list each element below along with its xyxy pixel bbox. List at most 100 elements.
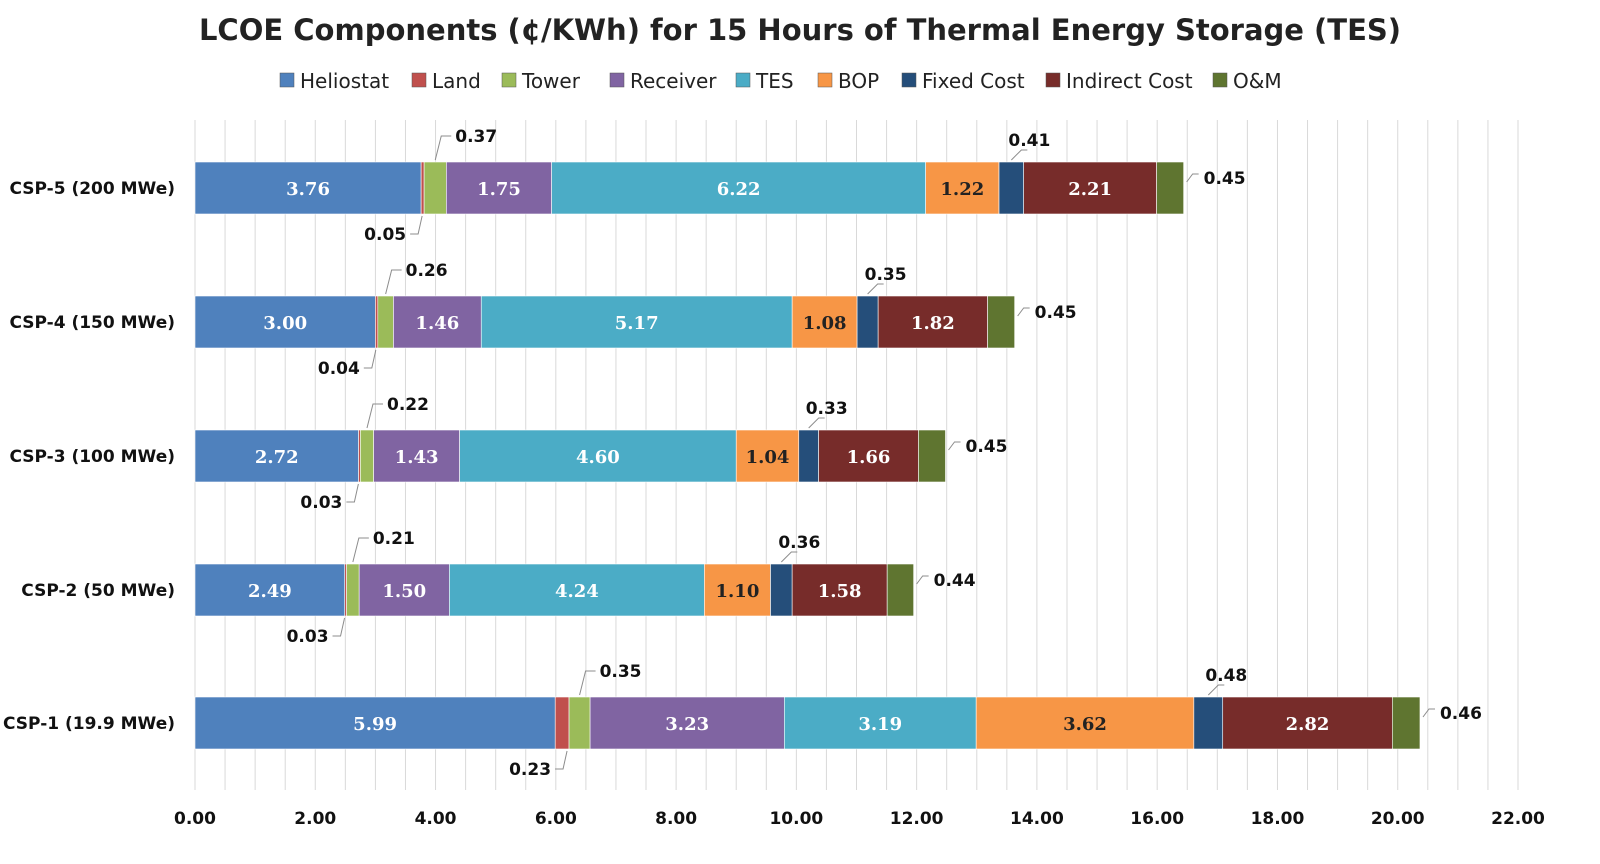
- leader-line: [385, 269, 402, 295]
- legend-swatch-fixed-cost: [901, 72, 917, 88]
- data-label-fixed-cost: 0.41: [1008, 131, 1050, 151]
- bar-segment-receiver: [446, 161, 552, 215]
- bar-segment-tower: [346, 563, 360, 617]
- leader-line: [332, 617, 346, 637]
- category-label: CSP-4 (150 MWe): [9, 313, 175, 333]
- data-label-tower: 0.21: [373, 529, 415, 549]
- legend-swatch-land: [411, 72, 427, 88]
- data-label-heliostat: 2.49: [248, 581, 292, 602]
- bar-segment-fixed-cost: [770, 563, 793, 617]
- bar-group-csp-1-19-9-mwe: 5.99 0.23 0.35 3.23 3.19 3.62 0.48 2.82 0.46: [194, 662, 1482, 780]
- x-tick-label: 6.00: [535, 809, 577, 829]
- x-axis-tick-labels: 0.00 2.00 4.00 6.00 8.00 10.00 12.00 14.00 16.00…: [174, 809, 1545, 829]
- data-label-indirect-cost: 1.66: [847, 447, 891, 468]
- bar-group-csp-4-150-mwe: 3.00 0.04 0.26 1.46 5.17 1.08 0.35 1.82 0.45: [194, 261, 1077, 379]
- data-label-receiver: 1.43: [395, 447, 439, 468]
- bar-segment-oandm: [918, 429, 946, 483]
- data-label-fixed-cost: 0.33: [806, 399, 848, 419]
- data-label-land: 0.23: [509, 760, 551, 780]
- data-label-land: 0.03: [287, 627, 329, 647]
- leader-line: [867, 283, 884, 295]
- data-label-indirect-cost: 2.82: [1286, 714, 1330, 735]
- data-label-tower: 0.35: [600, 662, 642, 682]
- leader-line: [346, 483, 359, 503]
- data-label-oandm: 0.45: [1035, 303, 1077, 323]
- legend-label-tes: TES: [755, 69, 794, 93]
- data-label-oandm: 0.45: [1204, 169, 1246, 189]
- legend: Heliostat Land Tower Receiver TES BOP Fixed Co…: [279, 69, 1282, 93]
- leader-line: [916, 575, 929, 585]
- data-label-bop: 1.04: [746, 447, 790, 468]
- leader-line: [948, 441, 961, 451]
- data-label-fixed-cost: 0.48: [1205, 666, 1247, 686]
- bar-segment-oandm: [1392, 696, 1421, 750]
- leader-line: [780, 551, 798, 563]
- data-label-land: 0.05: [364, 225, 406, 245]
- legend-label-indirect-cost: Indirect Cost: [1066, 69, 1193, 93]
- legend-swatch-indirect-cost: [1045, 72, 1061, 88]
- bar-segment-land: [554, 696, 570, 750]
- data-label-tower: 0.37: [455, 127, 497, 147]
- bar-segment-bop: [735, 429, 800, 483]
- x-tick-label: 18.00: [1251, 809, 1305, 829]
- bar-segment-fixed-cost: [1193, 696, 1224, 750]
- data-label-tes: 5.17: [615, 313, 659, 334]
- x-tick-label: 16.00: [1130, 809, 1184, 829]
- legend-label-oandm: O&M: [1233, 69, 1282, 93]
- legend-swatch-bop: [817, 72, 833, 88]
- data-label-receiver: 1.75: [477, 179, 521, 200]
- leader-line: [366, 403, 383, 429]
- legend-label-bop: BOP: [838, 69, 879, 93]
- bar-segment-land: [375, 295, 379, 349]
- data-label-bop: 3.62: [1063, 714, 1107, 735]
- x-tick-label: 2.00: [294, 809, 336, 829]
- bar-segment-bop: [975, 696, 1195, 750]
- x-tick-label: 20.00: [1371, 809, 1425, 829]
- chart-title: LCOE Components (¢/KWh) for 15 Hours of …: [199, 13, 1401, 47]
- data-label-tes: 3.19: [858, 714, 902, 735]
- category-label: CSP-5 (200 MWe): [9, 179, 175, 199]
- leader-line: [1017, 307, 1030, 317]
- data-label-land: 0.04: [318, 359, 360, 379]
- data-label-tes: 4.24: [555, 581, 599, 602]
- legend-label-heliostat: Heliostat: [300, 69, 389, 93]
- leader-line: [1422, 708, 1435, 718]
- bar-segment-tes: [480, 295, 793, 349]
- x-tick-label: 22.00: [1491, 809, 1545, 829]
- bar-segment-tower: [377, 295, 394, 349]
- data-label-heliostat: 5.99: [353, 714, 397, 735]
- leader-line: [410, 215, 423, 235]
- bar-segment-oandm: [987, 295, 1015, 349]
- x-tick-label: 4.00: [415, 809, 457, 829]
- category-label: CSP-1 (19.9 MWe): [3, 714, 175, 734]
- bar-segment-indirect-cost: [1023, 161, 1157, 215]
- bar-group-csp-3-100-mwe: 2.72 0.03 0.22 1.43 4.60 1.04 0.33 1.66 0.45: [194, 395, 1007, 513]
- bar-segment-tes: [551, 161, 926, 215]
- data-label-indirect-cost: 2.21: [1068, 179, 1112, 200]
- data-label-oandm: 0.46: [1440, 704, 1482, 724]
- data-label-receiver: 1.46: [415, 313, 459, 334]
- leader-line: [1010, 149, 1028, 161]
- legend-label-receiver: Receiver: [630, 69, 717, 93]
- data-label-indirect-cost: 1.58: [818, 581, 862, 602]
- x-tick-label: 12.00: [890, 809, 944, 829]
- leader-line: [555, 750, 568, 770]
- category-labels: CSP-5 (200 MWe) CSP-4 (150 MWe) CSP-3 (100…: [3, 179, 175, 734]
- bar-group-csp-2-50-mwe: 2.49 0.03 0.21 1.50 4.24 1.10 0.36 1.58 0.44: [194, 529, 976, 647]
- data-label-heliostat: 3.00: [263, 313, 307, 334]
- bar-segment-tes: [784, 696, 977, 750]
- leader-line: [1207, 684, 1225, 696]
- legend-label-tower: Tower: [521, 69, 581, 93]
- bar-segment-heliostat: [194, 429, 359, 483]
- legend-swatch-tower: [501, 72, 517, 88]
- bar-segment-bop: [704, 563, 771, 617]
- x-tick-label: 10.00: [769, 809, 823, 829]
- data-label-oandm: 0.44: [934, 571, 976, 591]
- data-label-bop: 1.08: [803, 313, 847, 334]
- data-label-indirect-cost: 1.82: [911, 313, 955, 334]
- data-label-bop: 1.10: [716, 581, 760, 602]
- x-tick-label: 0.00: [174, 809, 216, 829]
- bar-segment-oandm: [886, 563, 914, 617]
